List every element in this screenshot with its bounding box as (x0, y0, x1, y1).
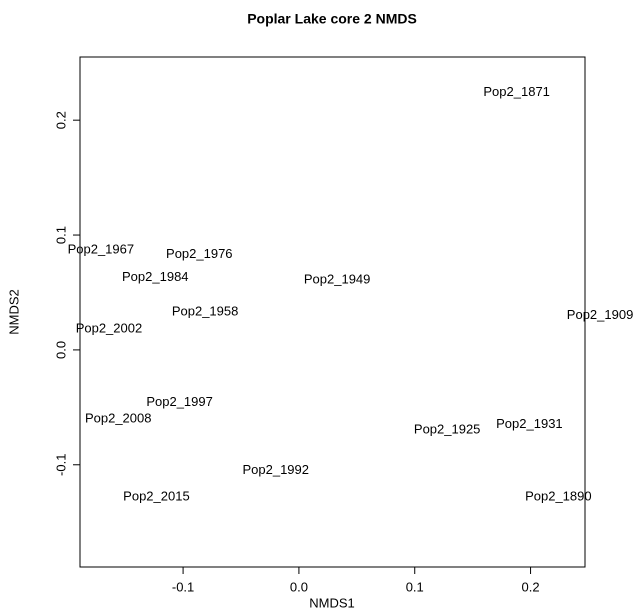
point-label: Pop2_1871 (483, 84, 550, 99)
point-label: Pop2_2002 (76, 321, 143, 336)
point-label: Pop2_1909 (567, 307, 634, 322)
point-label: Pop2_1949 (304, 271, 371, 286)
x-tick-label: 0.0 (290, 579, 308, 594)
y-tick-label: 0.2 (53, 111, 68, 129)
point-label: Pop2_1958 (172, 303, 239, 318)
point-label: Pop2_1992 (242, 462, 309, 477)
y-axis-label: NMDS2 (6, 289, 21, 335)
y-tick-label: 0.0 (53, 341, 68, 359)
point-label: Pop2_1984 (122, 269, 189, 284)
x-axis-label: NMDS1 (309, 595, 355, 610)
x-tick-label: 0.2 (522, 579, 540, 594)
point-label: Pop2_2008 (85, 410, 152, 425)
point-label: Pop2_2015 (123, 488, 190, 503)
x-tick-label: 0.1 (406, 579, 424, 594)
point-label: Pop2_1890 (525, 488, 592, 503)
x-tick-label: -0.1 (172, 579, 194, 594)
point-label: Pop2_1931 (496, 416, 563, 431)
point-label: Pop2_1997 (146, 394, 213, 409)
point-label: Pop2_1976 (166, 246, 233, 261)
point-label: Pop2_1925 (414, 422, 481, 437)
point-label: Pop2_1967 (68, 241, 135, 256)
y-tick-label: 0.1 (53, 226, 68, 244)
y-tick-label: -0.1 (53, 454, 68, 476)
chart-title: Poplar Lake core 2 NMDS (247, 11, 417, 27)
